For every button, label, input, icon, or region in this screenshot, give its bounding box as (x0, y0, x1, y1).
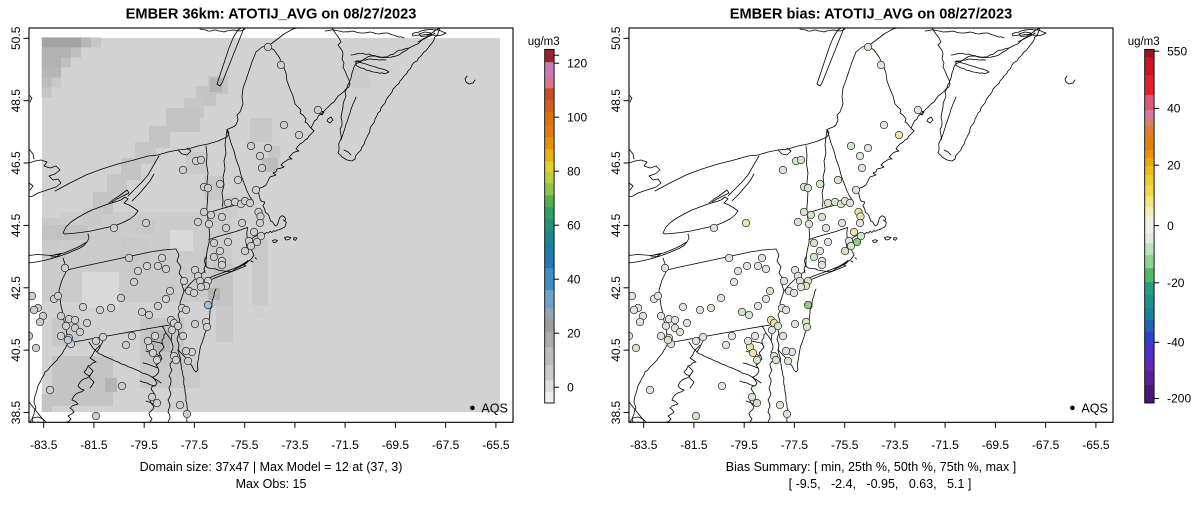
svg-text:-81.5: -81.5 (680, 438, 708, 452)
svg-text:40: 40 (567, 272, 581, 286)
svg-text:40.5: 40.5 (609, 338, 623, 362)
svg-text:-71.5: -71.5 (331, 438, 359, 452)
svg-text:EMBER 36km: ATOTIJ_AVG on 08/2: EMBER 36km: ATOTIJ_AVG on 08/27/2023 (126, 7, 417, 23)
svg-text:-73.5: -73.5 (281, 438, 309, 452)
svg-text:50.5: 50.5 (9, 26, 23, 50)
svg-text:60: 60 (567, 218, 581, 232)
svg-text:40: 40 (1167, 102, 1181, 116)
svg-text:42.5: 42.5 (9, 276, 23, 300)
svg-text:-83.5: -83.5 (30, 438, 58, 452)
svg-text:-83.5: -83.5 (630, 438, 658, 452)
svg-text:Domain size: 37x47 | Max Model: Domain size: 37x47 | Max Model = 12 at (… (140, 460, 403, 474)
svg-text:100: 100 (567, 110, 587, 124)
svg-text:-73.5: -73.5 (881, 438, 909, 452)
svg-text:AQS: AQS (481, 402, 507, 416)
svg-text:38.5: 38.5 (9, 400, 23, 424)
svg-text:-79.5: -79.5 (731, 438, 759, 452)
svg-text:120: 120 (567, 56, 587, 70)
svg-text:-200: -200 (1167, 392, 1191, 406)
svg-text:-71.5: -71.5 (931, 438, 959, 452)
svg-text:46.5: 46.5 (9, 151, 23, 175)
svg-text:-20: -20 (1167, 276, 1185, 290)
svg-text:0: 0 (1167, 219, 1174, 233)
svg-text:-77.5: -77.5 (781, 438, 809, 452)
svg-text:-69.5: -69.5 (982, 438, 1010, 452)
svg-text:-79.5: -79.5 (131, 438, 159, 452)
svg-text:-65.5: -65.5 (482, 438, 510, 452)
svg-text:-75.5: -75.5 (231, 438, 259, 452)
svg-text:0: 0 (567, 380, 574, 394)
svg-text:-75.5: -75.5 (831, 438, 859, 452)
svg-text:48.5: 48.5 (609, 89, 623, 113)
svg-text:AQS: AQS (1081, 402, 1107, 416)
svg-text:ug/m3: ug/m3 (1128, 36, 1160, 48)
svg-text:48.5: 48.5 (9, 89, 23, 113)
svg-text:42.5: 42.5 (609, 276, 623, 300)
svg-text:-40: -40 (1167, 336, 1185, 350)
svg-text:-67.5: -67.5 (432, 438, 460, 452)
svg-text:20: 20 (1167, 158, 1181, 172)
svg-text:-69.5: -69.5 (382, 438, 410, 452)
svg-text:44.5: 44.5 (609, 213, 623, 237)
svg-text:50.5: 50.5 (609, 26, 623, 50)
svg-text:80: 80 (567, 164, 581, 178)
svg-text:550: 550 (1167, 44, 1187, 58)
svg-text:EMBER bias: ATOTIJ_AVG on 08/2: EMBER bias: ATOTIJ_AVG on 08/27/2023 (730, 7, 1013, 23)
svg-text:-65.5: -65.5 (1082, 438, 1110, 452)
svg-text:-67.5: -67.5 (1032, 438, 1060, 452)
svg-text:Max Obs: 15: Max Obs: 15 (236, 477, 307, 491)
svg-text:46.5: 46.5 (609, 151, 623, 175)
svg-text:Bias Summary: [ min, 25th %, 5: Bias Summary: [ min, 25th %, 50th %, 75t… (726, 460, 1016, 474)
svg-text:[ -9.5, -2.4, -0.95, 0.6: [ -9.5, -2.4, -0.95, 0.63, 5.1 ] (789, 477, 972, 491)
svg-text:38.5: 38.5 (609, 400, 623, 424)
svg-text:44.5: 44.5 (9, 213, 23, 237)
svg-text:-81.5: -81.5 (80, 438, 108, 452)
svg-text:20: 20 (567, 326, 581, 340)
svg-text:-77.5: -77.5 (181, 438, 209, 452)
svg-text:40.5: 40.5 (9, 338, 23, 362)
svg-text:ug/m3: ug/m3 (528, 36, 560, 48)
